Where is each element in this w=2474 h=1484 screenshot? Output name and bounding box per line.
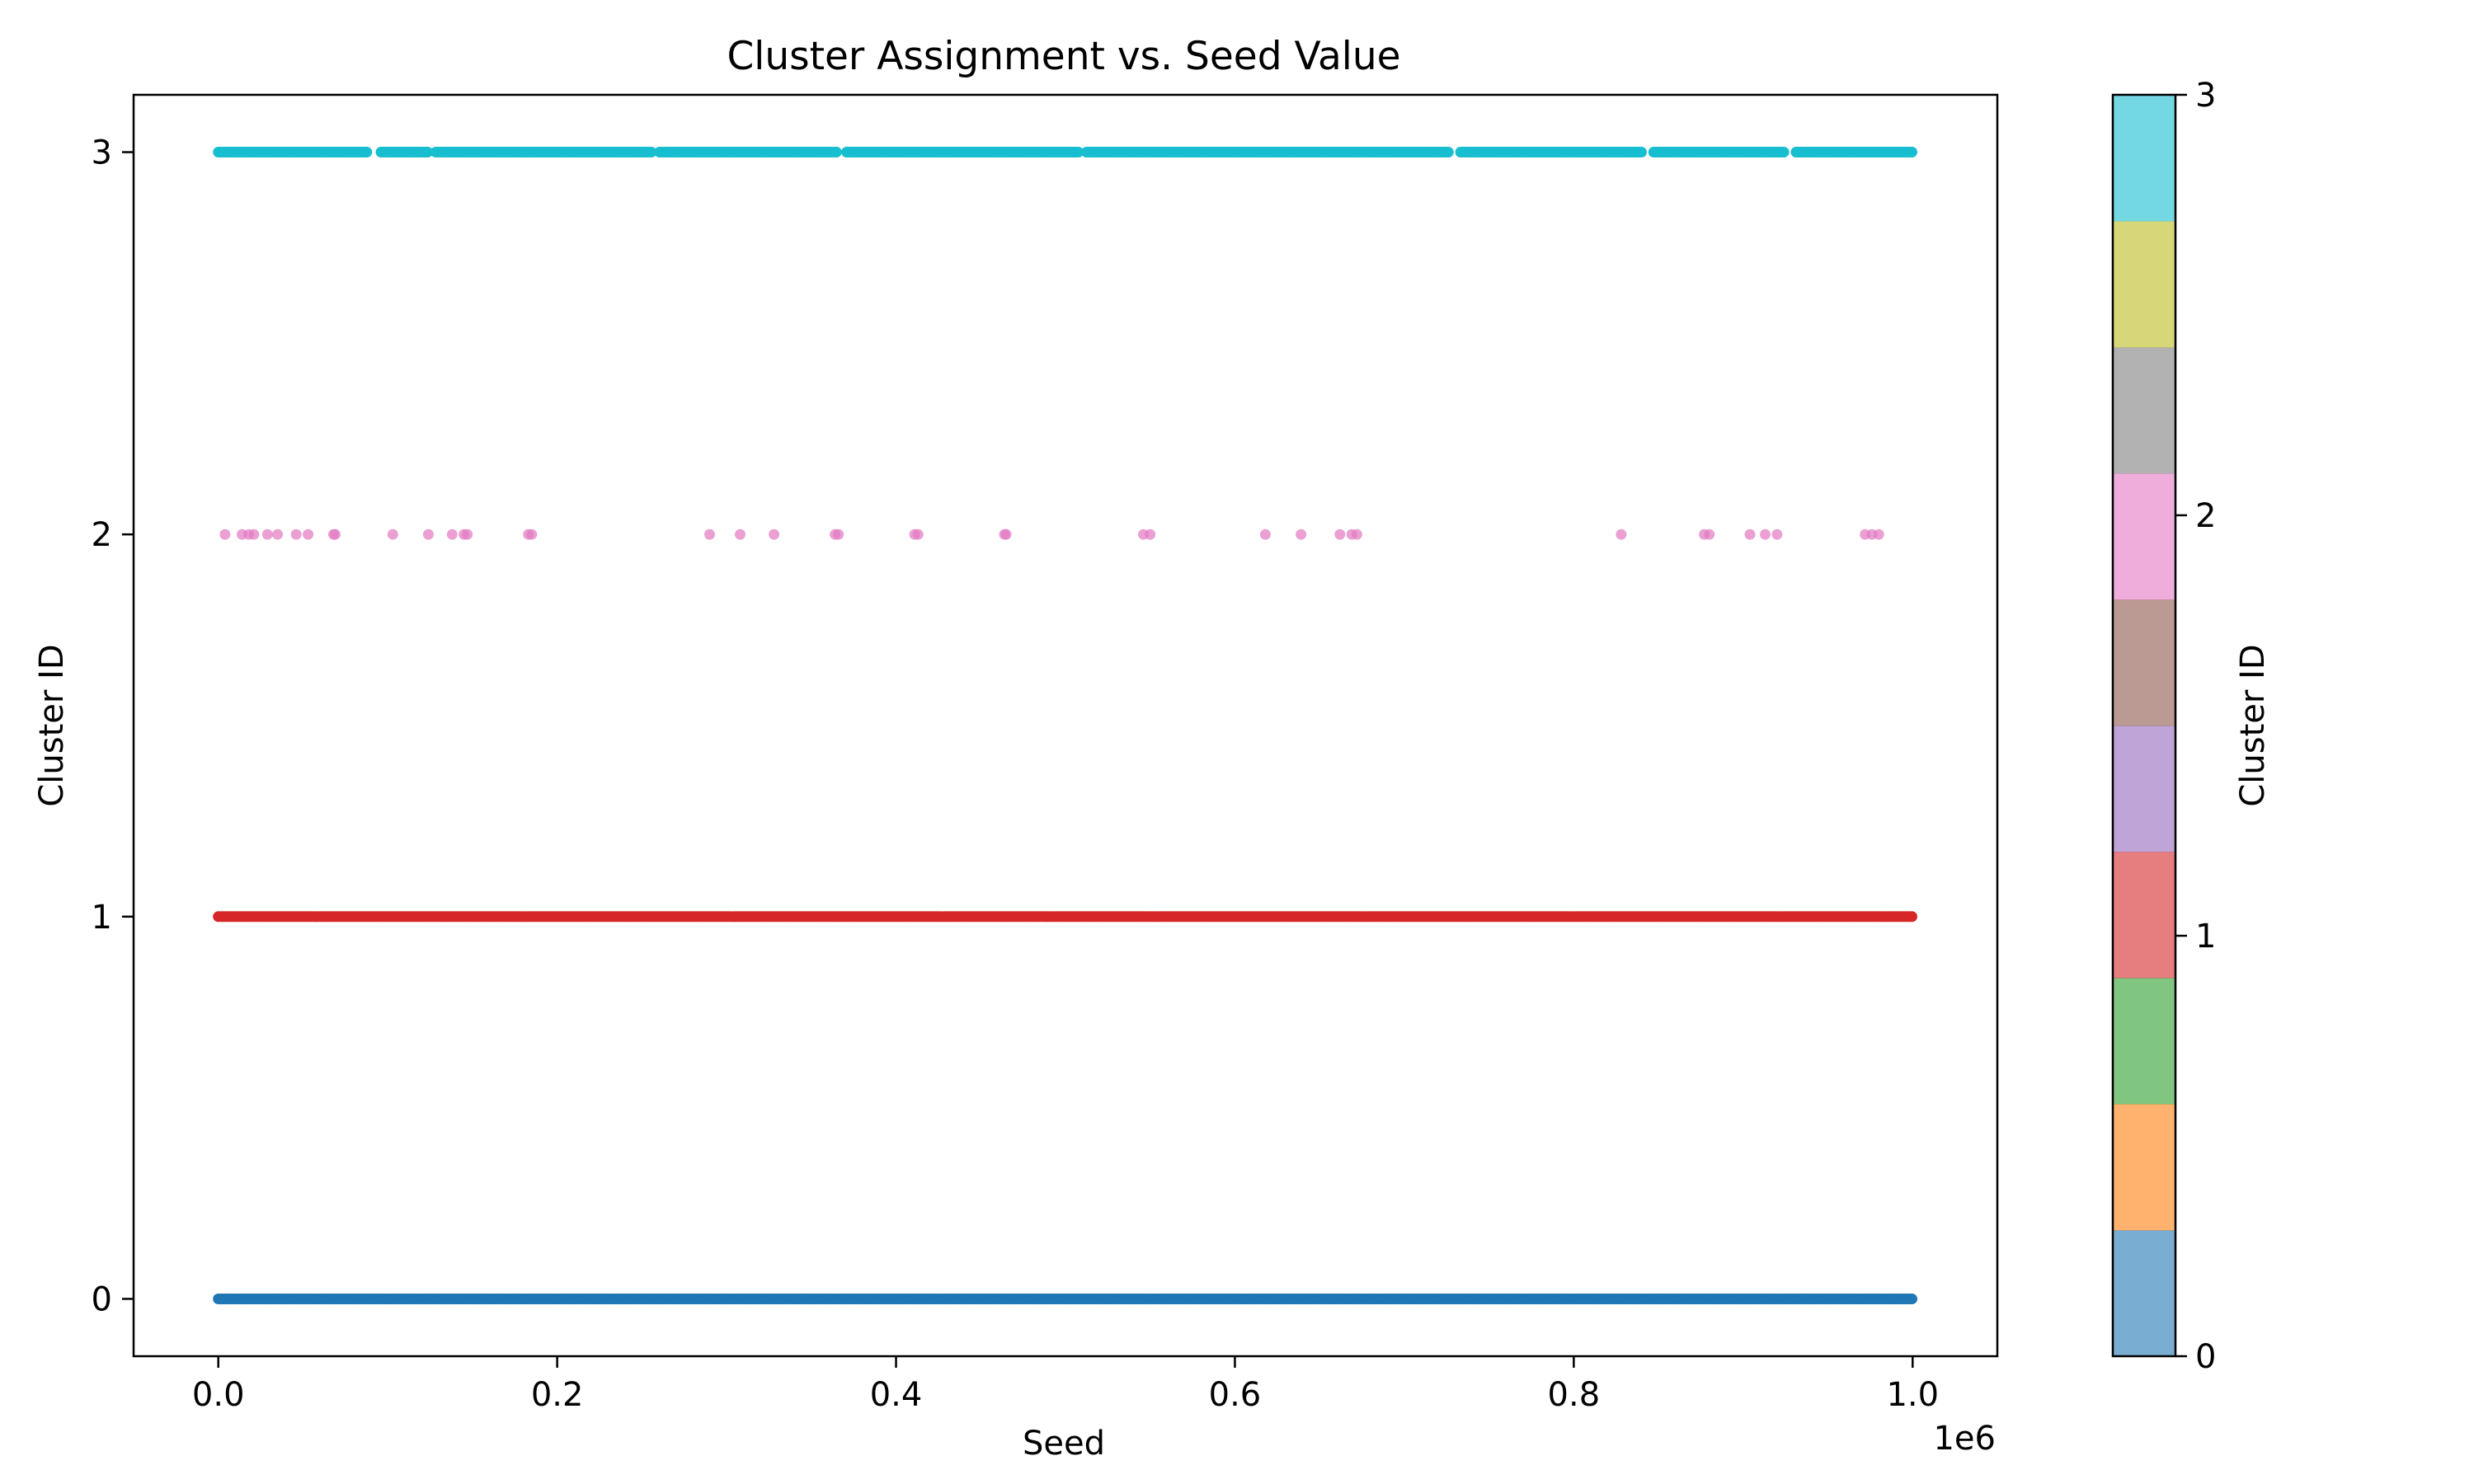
x-tick-label: 0.0: [192, 1376, 245, 1414]
x-axis-ticks: 0.0 0.2 0.4 0.6 0.8 1.0: [192, 1356, 1939, 1414]
x-tick-label: 0.4: [870, 1376, 923, 1414]
colorbar-segment: [2113, 852, 2175, 979]
data-point: [1778, 147, 1790, 157]
data-point: [248, 528, 260, 540]
data-point: [422, 147, 434, 157]
colorbar-tick-label: 3: [2195, 77, 2216, 115]
colorbar-segment: [2113, 978, 2175, 1105]
data-point: [1907, 1294, 1917, 1304]
data-point: [303, 528, 314, 540]
colorbar-ticks: 0 1 2 3: [2175, 77, 2216, 1376]
x-tick-label: 0.8: [1548, 1376, 1601, 1414]
data-point: [1351, 528, 1362, 540]
colorbar-segment: [2113, 221, 2175, 348]
data-point: [1442, 147, 1454, 157]
colorbar-tick-label: 0: [2195, 1338, 2216, 1376]
data-point: [1616, 528, 1627, 540]
colorbar-segment: [2113, 95, 2175, 222]
data-point: [769, 528, 780, 540]
colorbar-segment: [2113, 599, 2175, 726]
data-point: [1771, 528, 1783, 540]
x-axis-offset-text: 1e6: [1933, 1420, 1996, 1458]
data-point: [462, 528, 473, 540]
data-point: [1744, 528, 1756, 540]
series-cluster-2: [219, 528, 1884, 540]
y-tick-label: 1: [92, 899, 112, 937]
series-cluster-3: [213, 147, 1917, 157]
data-point: [387, 528, 398, 540]
y-axis-ticks: 0 1 2 3: [92, 134, 134, 1318]
data-point: [704, 528, 715, 540]
x-tick-label: 0.2: [531, 1376, 584, 1414]
colorbar-segment: [2113, 473, 2175, 600]
x-tick-label: 0.6: [1209, 1376, 1262, 1414]
data-point: [1704, 528, 1715, 540]
colorbar-segment: [2113, 1104, 2175, 1231]
colorbar-tick-label: 2: [2195, 497, 2216, 535]
series-cluster-0: [213, 1294, 1917, 1304]
data-point: [1907, 911, 1917, 923]
data-point: [272, 528, 284, 540]
colorbar-segment: [2113, 726, 2175, 852]
data-points: [213, 147, 1917, 1304]
colorbar-tick-label: 1: [2195, 918, 2216, 956]
data-point: [912, 528, 924, 540]
data-point: [446, 528, 458, 540]
data-point: [290, 528, 302, 540]
data-point: [1334, 528, 1346, 540]
data-point: [1145, 528, 1156, 540]
data-point: [1760, 528, 1771, 540]
series-cluster-1: [213, 911, 1917, 923]
x-tick-label: 1.0: [1886, 1376, 1939, 1414]
data-point: [833, 528, 844, 540]
data-point: [1000, 528, 1012, 540]
data-point: [1636, 147, 1647, 157]
data-point: [735, 528, 745, 540]
colorbar-label: Cluster ID: [2234, 644, 2272, 806]
y-tick-label: 2: [92, 516, 112, 554]
colorbar-segment: [2113, 1230, 2175, 1357]
chart-title: Cluster Assignment vs. Seed Value: [727, 34, 1400, 79]
data-point: [526, 528, 538, 540]
y-axis-label: Cluster ID: [33, 644, 71, 806]
data-point: [361, 147, 373, 157]
data-point: [1073, 147, 1084, 157]
data-point: [219, 528, 231, 540]
data-point: [830, 147, 842, 157]
plot-frame: [132, 93, 1999, 1358]
data-point: [1296, 528, 1307, 540]
colorbar-frame: [2111, 93, 2177, 1358]
y-tick-label: 3: [92, 134, 112, 172]
x-axis-label: Seed: [1023, 1425, 1105, 1463]
data-point: [330, 528, 341, 540]
data-point: [1259, 528, 1271, 540]
data-point: [423, 528, 434, 540]
data-point: [261, 528, 273, 540]
colorbar: [2113, 95, 2175, 1357]
colorbar-segment: [2113, 347, 2175, 474]
data-point: [646, 147, 657, 157]
data-point: [1907, 147, 1917, 157]
data-point: [1873, 528, 1884, 540]
y-tick-label: 0: [92, 1280, 112, 1318]
